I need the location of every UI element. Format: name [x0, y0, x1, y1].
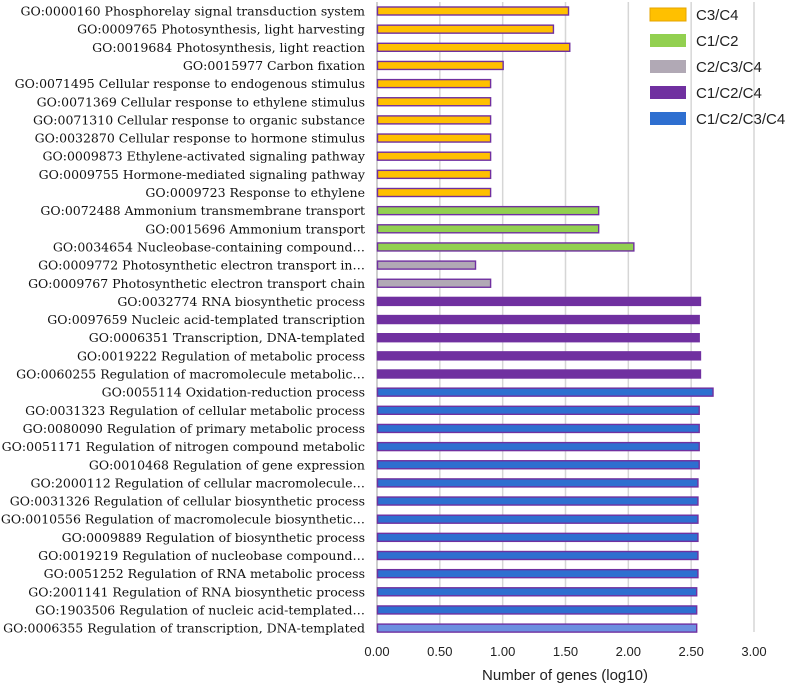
category-label: GO:0015977 Carbon fixation — [183, 58, 365, 73]
category-label: GO:0009723 Response to ethylene — [145, 185, 365, 200]
bar — [376, 242, 635, 252]
bar — [376, 623, 698, 633]
bar — [376, 351, 702, 361]
category-label: GO:0051252 Regulation of RNA metabolic p… — [44, 566, 365, 581]
bar — [376, 587, 698, 597]
legend-label: C1/C2/C4 — [696, 85, 762, 102]
legend-label: C2/C3/C4 — [696, 59, 762, 76]
category-label: GO:0031323 Regulation of cellular metabo… — [25, 403, 365, 418]
bar — [376, 6, 570, 16]
x-tick-label: 0.50 — [427, 644, 452, 659]
bar — [376, 441, 700, 452]
bar — [376, 97, 492, 107]
x-tick-label: 2.50 — [679, 644, 704, 659]
category-label: GO:0009755 Hormone-mediated signaling pa… — [39, 167, 366, 182]
bar — [376, 605, 698, 615]
bar — [376, 550, 699, 561]
bar — [376, 369, 702, 379]
category-label: GO:0019684 Photosynthesis, light reactio… — [92, 40, 365, 55]
bar — [376, 387, 714, 397]
bar — [376, 478, 699, 488]
category-label: GO:0032774 RNA biosynthetic process — [117, 294, 365, 309]
category-label: GO:0060255 Regulation of macromolecule m… — [16, 367, 365, 382]
x-axis-title: Number of genes (log10) — [482, 667, 648, 684]
bar — [376, 405, 700, 415]
category-label: GO:0009772 Photosynthetic electron trans… — [38, 258, 365, 273]
category-label: GO:0097659 Nucleic acid-templated transc… — [47, 312, 365, 327]
x-tick-label: 1.50 — [553, 644, 578, 659]
category-label: GO:0000160 Phosphorelay signal transduct… — [20, 4, 365, 19]
category-label: GO:0009765 Photosynthesis, light harvest… — [77, 22, 365, 37]
legend-swatch — [650, 34, 686, 47]
category-label: GO:0072488 Ammonium transmembrane transp… — [40, 203, 365, 218]
x-tick-label: 1.00 — [490, 644, 515, 659]
legend: C3/C4 C1/C2 C2/C3/C4 C1/C2/C4 C1/C2/C3/C4 — [649, 7, 785, 128]
bar — [376, 224, 600, 234]
bar — [376, 169, 492, 180]
bar — [376, 278, 492, 288]
category-label: GO:2000112 Regulation of cellular macrom… — [31, 475, 365, 490]
bar — [376, 133, 492, 143]
category-labels: GO:0000160 Phosphorelay signal transduct… — [1, 4, 366, 636]
x-tick-label: 2.00 — [616, 644, 641, 659]
bar — [376, 314, 700, 325]
bar — [376, 532, 699, 543]
legend-swatch — [650, 86, 686, 99]
category-label: GO:0032870 Cellular response to hormone … — [35, 131, 365, 146]
bar — [376, 187, 492, 198]
bar — [376, 78, 492, 89]
category-label: GO:0055114 Oxidation-reduction process — [102, 385, 365, 400]
bar — [376, 514, 699, 524]
category-label: GO:0006351 Transcription, DNA-templated — [89, 330, 365, 345]
category-label: GO:0015696 Ammonium transport — [145, 221, 365, 236]
x-tick-label: 3.00 — [741, 644, 766, 659]
category-label: GO:0009873 Ethylene-activated signaling … — [43, 149, 366, 164]
bar — [376, 460, 700, 470]
bar — [376, 151, 492, 161]
legend-swatch — [650, 60, 686, 73]
category-label: GO:0071495 Cellular response to endogeno… — [15, 76, 365, 91]
bar — [376, 568, 699, 579]
bar — [376, 260, 477, 270]
bar — [376, 333, 700, 343]
x-tick-label: 0.00 — [364, 644, 389, 659]
category-label: GO:0034654 Nucleobase-containing compoun… — [53, 239, 365, 254]
bar — [376, 42, 571, 52]
legend-swatch — [650, 112, 686, 125]
bar — [376, 423, 700, 434]
bar — [376, 496, 699, 506]
category-label: GO:0010468 Regulation of gene expression — [89, 457, 365, 472]
category-label: GO:0009889 Regulation of biosynthetic pr… — [62, 530, 365, 545]
bar — [376, 24, 555, 34]
legend-swatch — [649, 7, 687, 22]
bars — [376, 6, 714, 633]
category-label: GO:1903506 Regulation of nucleic acid-te… — [35, 602, 365, 617]
legend-label: C3/C4 — [696, 7, 739, 24]
category-label: GO:0009767 Photosynthetic electron trans… — [28, 276, 365, 291]
category-label: GO:0019219 Regulation of nucleobase comp… — [38, 548, 365, 563]
category-label: GO:0071310 Cellular response to organic … — [33, 112, 365, 127]
category-label: GO:0031326 Regulation of cellular biosyn… — [10, 494, 365, 509]
category-label: GO:0010556 Regulation of macromolecule b… — [1, 512, 365, 527]
bar — [376, 60, 504, 71]
bar — [376, 115, 492, 125]
category-label: GO:2001141 Regulation of RNA biosyntheti… — [28, 584, 365, 599]
category-label: GO:0071369 Cellular response to ethylene… — [37, 94, 365, 109]
bar — [376, 205, 600, 216]
category-label: GO:0006355 Regulation of transcription, … — [3, 621, 365, 636]
legend-label: C1/C2/C3/C4 — [696, 111, 785, 128]
category-label: GO:0051171 Regulation of nitrogen compou… — [2, 439, 365, 454]
bar — [376, 296, 702, 307]
x-tick-labels: 0.00 0.50 1.00 1.50 2.00 2.50 3.00 — [364, 644, 766, 659]
category-label: GO:0019222 Regulation of metabolic proce… — [77, 348, 365, 363]
legend-label: C1/C2 — [696, 33, 739, 50]
category-label: GO:0080090 Regulation of primary metabol… — [23, 421, 365, 436]
